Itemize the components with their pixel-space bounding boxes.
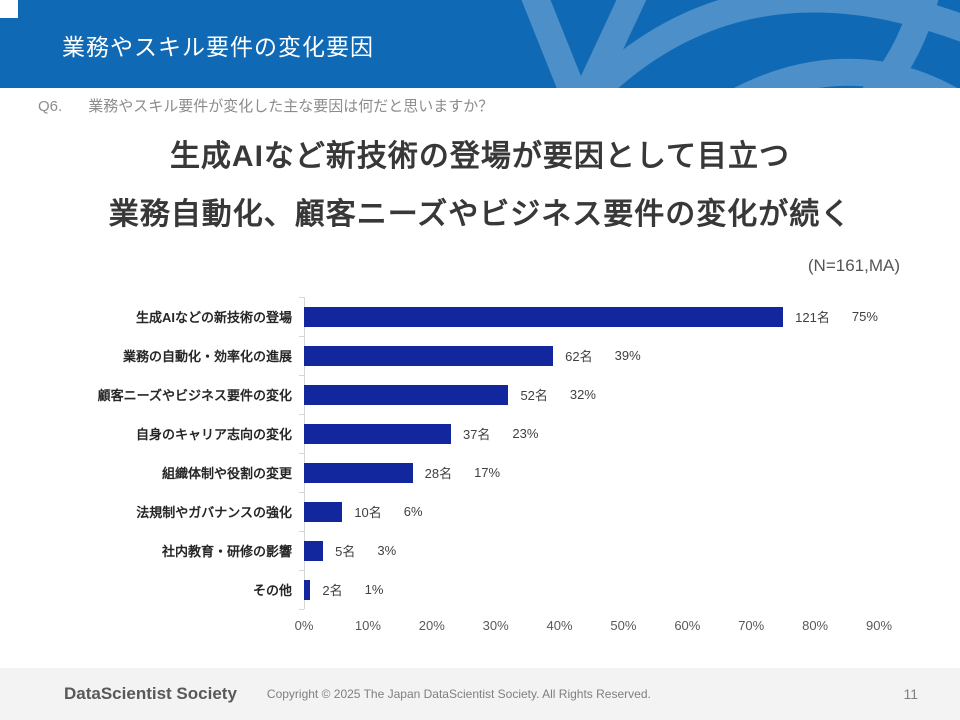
x-axis-tick-label: 90% (865, 618, 893, 633)
survey-question: Q6. 業務やスキル要件が変化した主な要因は何だと思いますか？ (38, 95, 493, 116)
x-axis-tick-label: 50% (610, 618, 637, 633)
count-label: 28名 (424, 466, 453, 481)
category-axis-line (304, 297, 305, 609)
chart-row: 業務の自動化・効率化の進展 62名 39% (66, 336, 916, 375)
category-axis-tickmark (299, 414, 304, 415)
category-axis-tickmark (299, 297, 304, 298)
category-label: その他 (252, 583, 292, 598)
sample-size-note: (N=161,MA) (807, 256, 900, 275)
chart-bar (304, 345, 554, 366)
count-label: 10名 (354, 505, 382, 520)
chart-bar (304, 501, 343, 522)
count-label: 52名 (520, 388, 548, 403)
key-message-line1: 生成AIなど新技術の登場が要因として目立つ (169, 140, 791, 173)
x-axis-tick-label: 80% (802, 618, 829, 633)
count-label: 2名 (322, 583, 343, 598)
chart-bar (304, 306, 784, 327)
x-axis-tick-label: 40% (546, 618, 573, 633)
x-axis-tick-label: 10% (354, 618, 381, 633)
chart-bar (304, 384, 509, 405)
chart-bar (304, 423, 451, 444)
count-label: 37名 (462, 427, 491, 442)
percent-label: 17% (474, 465, 501, 480)
x-axis-tick-label: 70% (738, 618, 765, 633)
category-label: 業務の自動化・効率化の進展 (122, 349, 292, 364)
chart-bar (304, 579, 311, 600)
category-axis-tickmark (299, 492, 304, 493)
count-label: 121名 (795, 310, 830, 325)
category-axis-tickmark (299, 570, 304, 571)
footer-bar: DataScientist Society Copyright © 2025 T… (0, 668, 960, 720)
x-axis-tick-label: 30% (482, 618, 509, 633)
organization-logo: DataScientist Society (64, 684, 237, 703)
header-swoosh-decoration (521, 0, 960, 88)
category-axis-tickmark (299, 531, 304, 532)
x-axis-tick-label: 20% (418, 618, 445, 633)
category-axis-tickmark (299, 375, 304, 376)
category-axis-tickmark (299, 609, 304, 610)
percent-label: 6% (403, 504, 423, 519)
x-axis: 0% 10% 20% 30% 40% 50% 60% 70% 80% 90% (66, 609, 916, 637)
chart-bar (304, 540, 324, 561)
category-label: 生成AIなどの新技術の登場 (135, 310, 292, 325)
x-axis-tick-label: 60% (674, 618, 701, 633)
category-axis-tickmark (299, 336, 304, 337)
chart-row: 法規制やガバナンスの強化 10名 6% (66, 492, 916, 531)
header-bar: 業務やスキル要件の変化要因 (0, 0, 960, 88)
key-message: 生成AIなど新技術の登場が要因として目立つ 業務自動化、顧客ニーズやビジネス要件… (0, 128, 960, 244)
category-axis-tickmark (299, 453, 304, 454)
category-label: 顧客ニーズやビジネス要件の変化 (97, 388, 292, 403)
page-number: 11 (903, 686, 918, 702)
count-label: 5名 (335, 544, 356, 559)
chart-row: 自身のキャリア志向の変化 37名 23% (66, 414, 916, 453)
percent-label: 1% (364, 582, 384, 597)
chart-row: 生成AIなどの新技術の登場 121名 75% (66, 297, 916, 336)
percent-label: 3% (377, 543, 397, 558)
corner-notch-decoration (0, 0, 18, 18)
category-label: 法規制やガバナンスの強化 (136, 505, 292, 520)
chart-row: その他 2名 1% (66, 570, 916, 609)
percent-label: 75% (851, 309, 878, 324)
question-text: 業務やスキル要件が変化した主な要因は何だと思いますか？ (88, 98, 494, 115)
percent-label: 39% (614, 348, 641, 363)
key-message-line2: 業務自動化、顧客ニーズやビジネス要件の変化が続く (108, 198, 852, 231)
chart-row: 組織体制や役割の変更 28名 17% (66, 453, 916, 492)
chart-row: 顧客ニーズやビジネス要件の変化 52名 32% (66, 375, 916, 414)
bar-chart: 生成AIなどの新技術の登場 121名 75% 業務の自動化・効率化の進展 62名 39% 顧… (66, 297, 916, 637)
category-label: 社内教育・研修の影響 (161, 544, 292, 559)
category-label: 組織体制や役割の変更 (161, 466, 292, 481)
count-label: 62名 (565, 349, 593, 364)
percent-label: 32% (569, 387, 596, 402)
question-number: Q6. (38, 98, 63, 115)
chart-rows: 生成AIなどの新技術の登場 121名 75% 業務の自動化・効率化の進展 62名 39% 顧… (66, 297, 916, 610)
slide-title: 業務やスキル要件の変化要因 (62, 34, 374, 60)
category-label: 自身のキャリア志向の変化 (135, 427, 292, 442)
chart-row: 社内教育・研修の影響 5名 3% (66, 531, 916, 570)
chart-bar (304, 462, 413, 483)
x-axis-tick-label: 0% (294, 618, 314, 633)
copyright-text: Copyright © 2025 The Japan DataScientist… (266, 687, 651, 701)
percent-label: 23% (512, 426, 539, 441)
